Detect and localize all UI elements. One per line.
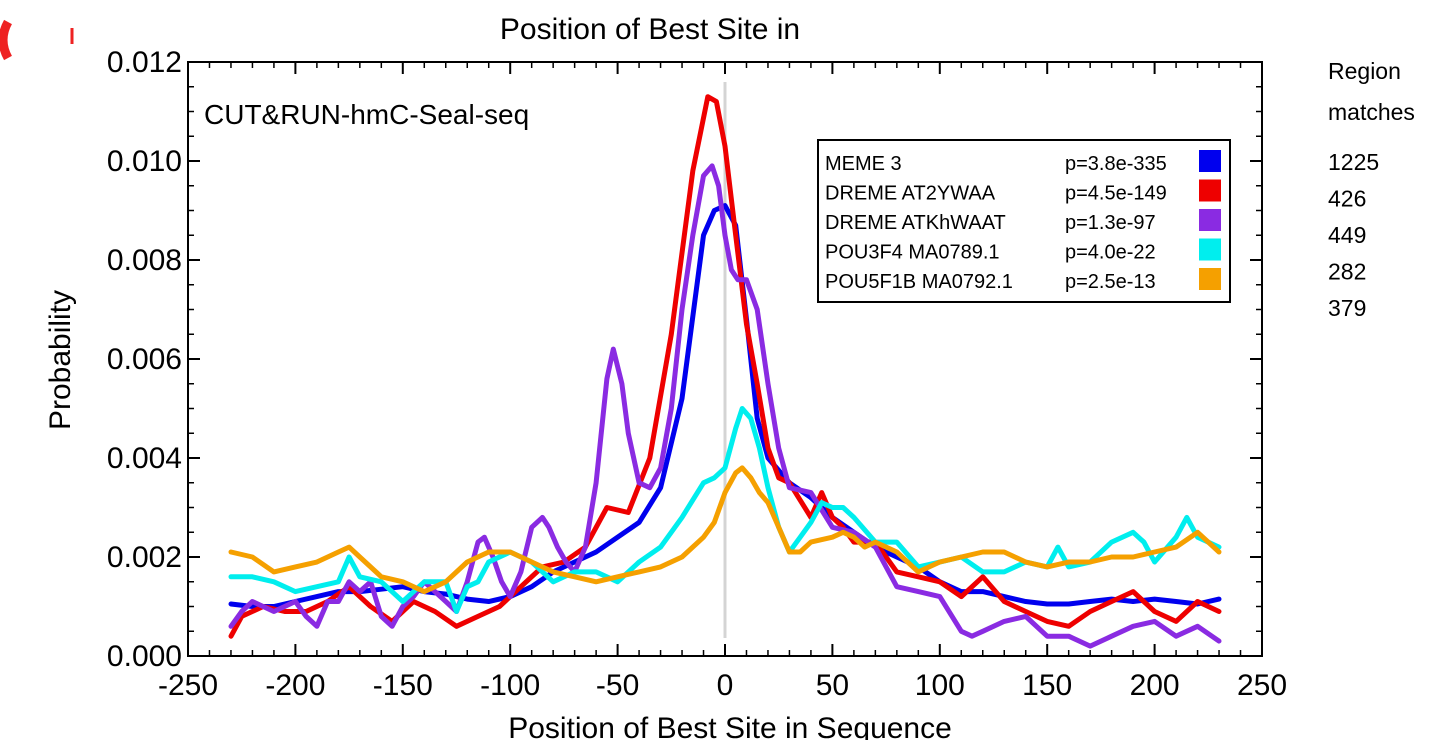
legend-entry-pvalue: p=1.3e-97 — [1065, 212, 1156, 234]
legend-swatch — [1199, 209, 1221, 231]
series-line-4 — [228, 465, 1222, 595]
legend-entry-pvalue: p=3.8e-335 — [1065, 153, 1167, 175]
y-tick-label: 0.002 — [107, 541, 182, 574]
x-tick-label: 150 — [1022, 669, 1072, 702]
y-tick-label: 0.004 — [107, 442, 182, 475]
x-tick-label: -50 — [596, 669, 639, 702]
x-tick-label: 250 — [1237, 669, 1287, 702]
x-tick-label: -150 — [373, 669, 433, 702]
y-tick-label: 0.012 — [107, 46, 182, 79]
chart-title: Position of Best Site in — [500, 13, 800, 46]
region-matches-layer: 1225 426 449 282 379 — [1328, 149, 1379, 321]
legend-swatch — [1199, 238, 1221, 261]
y-tick-label: 0.000 — [107, 640, 182, 673]
legend-swatch — [1199, 268, 1221, 290]
legend-entry-pvalue: p=4.5e-149 — [1065, 183, 1167, 205]
legend-entry-name: POU5F1B MA0792.1 — [825, 271, 1013, 293]
region-matches-header-2: matches — [1328, 99, 1415, 125]
region-match-count: 426 — [1328, 186, 1366, 212]
series-line-2 — [228, 163, 1222, 649]
legend-layer: MEME 3 p=3.8e-335 DREME AT2YWAA p=4.5e-149 D… — [817, 139, 1231, 303]
y-tick-label: 0.006 — [107, 343, 182, 376]
x-tick-label: -200 — [265, 669, 325, 702]
x-axis-label: Position of Best Site in Sequence — [508, 712, 952, 740]
region-match-count: 282 — [1328, 259, 1366, 285]
legend-entry-pvalue: p=2.5e-13 — [1065, 271, 1156, 293]
x-tick-label: -100 — [480, 669, 540, 702]
x-tick-label: 0 — [717, 669, 734, 702]
y-axis-label: Probability — [44, 290, 77, 430]
series-layer — [228, 94, 1222, 649]
x-tick-label: 200 — [1130, 669, 1180, 702]
region-match-count: 449 — [1328, 222, 1366, 248]
y-tick-label: 0.010 — [107, 145, 182, 178]
legend-box — [817, 139, 1231, 303]
region-match-count: 1225 — [1328, 149, 1379, 175]
region-matches-header-1: Region — [1328, 58, 1401, 84]
legend-entry-name: MEME 3 — [825, 153, 902, 175]
plot-annotation: CUT&RUN-hmC-Seal-seq — [204, 99, 529, 130]
legend-entry-name: DREME AT2YWAA — [825, 183, 996, 205]
legend-entry-pvalue: p=4.0e-22 — [1065, 242, 1156, 264]
x-tick-label: 50 — [816, 669, 849, 702]
legend-swatch — [1199, 150, 1221, 172]
series-line-0 — [228, 203, 1222, 609]
region-match-count: 379 — [1328, 295, 1366, 321]
legend-entry-name: DREME ATKhWAAT — [825, 212, 1006, 234]
y-tick-label: 0.008 — [107, 244, 182, 277]
legend-swatch — [1199, 179, 1221, 202]
x-tick-label: 100 — [915, 669, 965, 702]
x-tick-label: -250 — [158, 669, 218, 702]
axes-layer: -250 -200 -150 -100 -50 0 50 100 150 200 250 0.000 0… — [107, 46, 1287, 702]
series-line-3 — [228, 406, 1222, 614]
legend-entry-name: POU3F4 MA0789.1 — [825, 242, 1000, 264]
corner-mark — [0, 19, 13, 61]
